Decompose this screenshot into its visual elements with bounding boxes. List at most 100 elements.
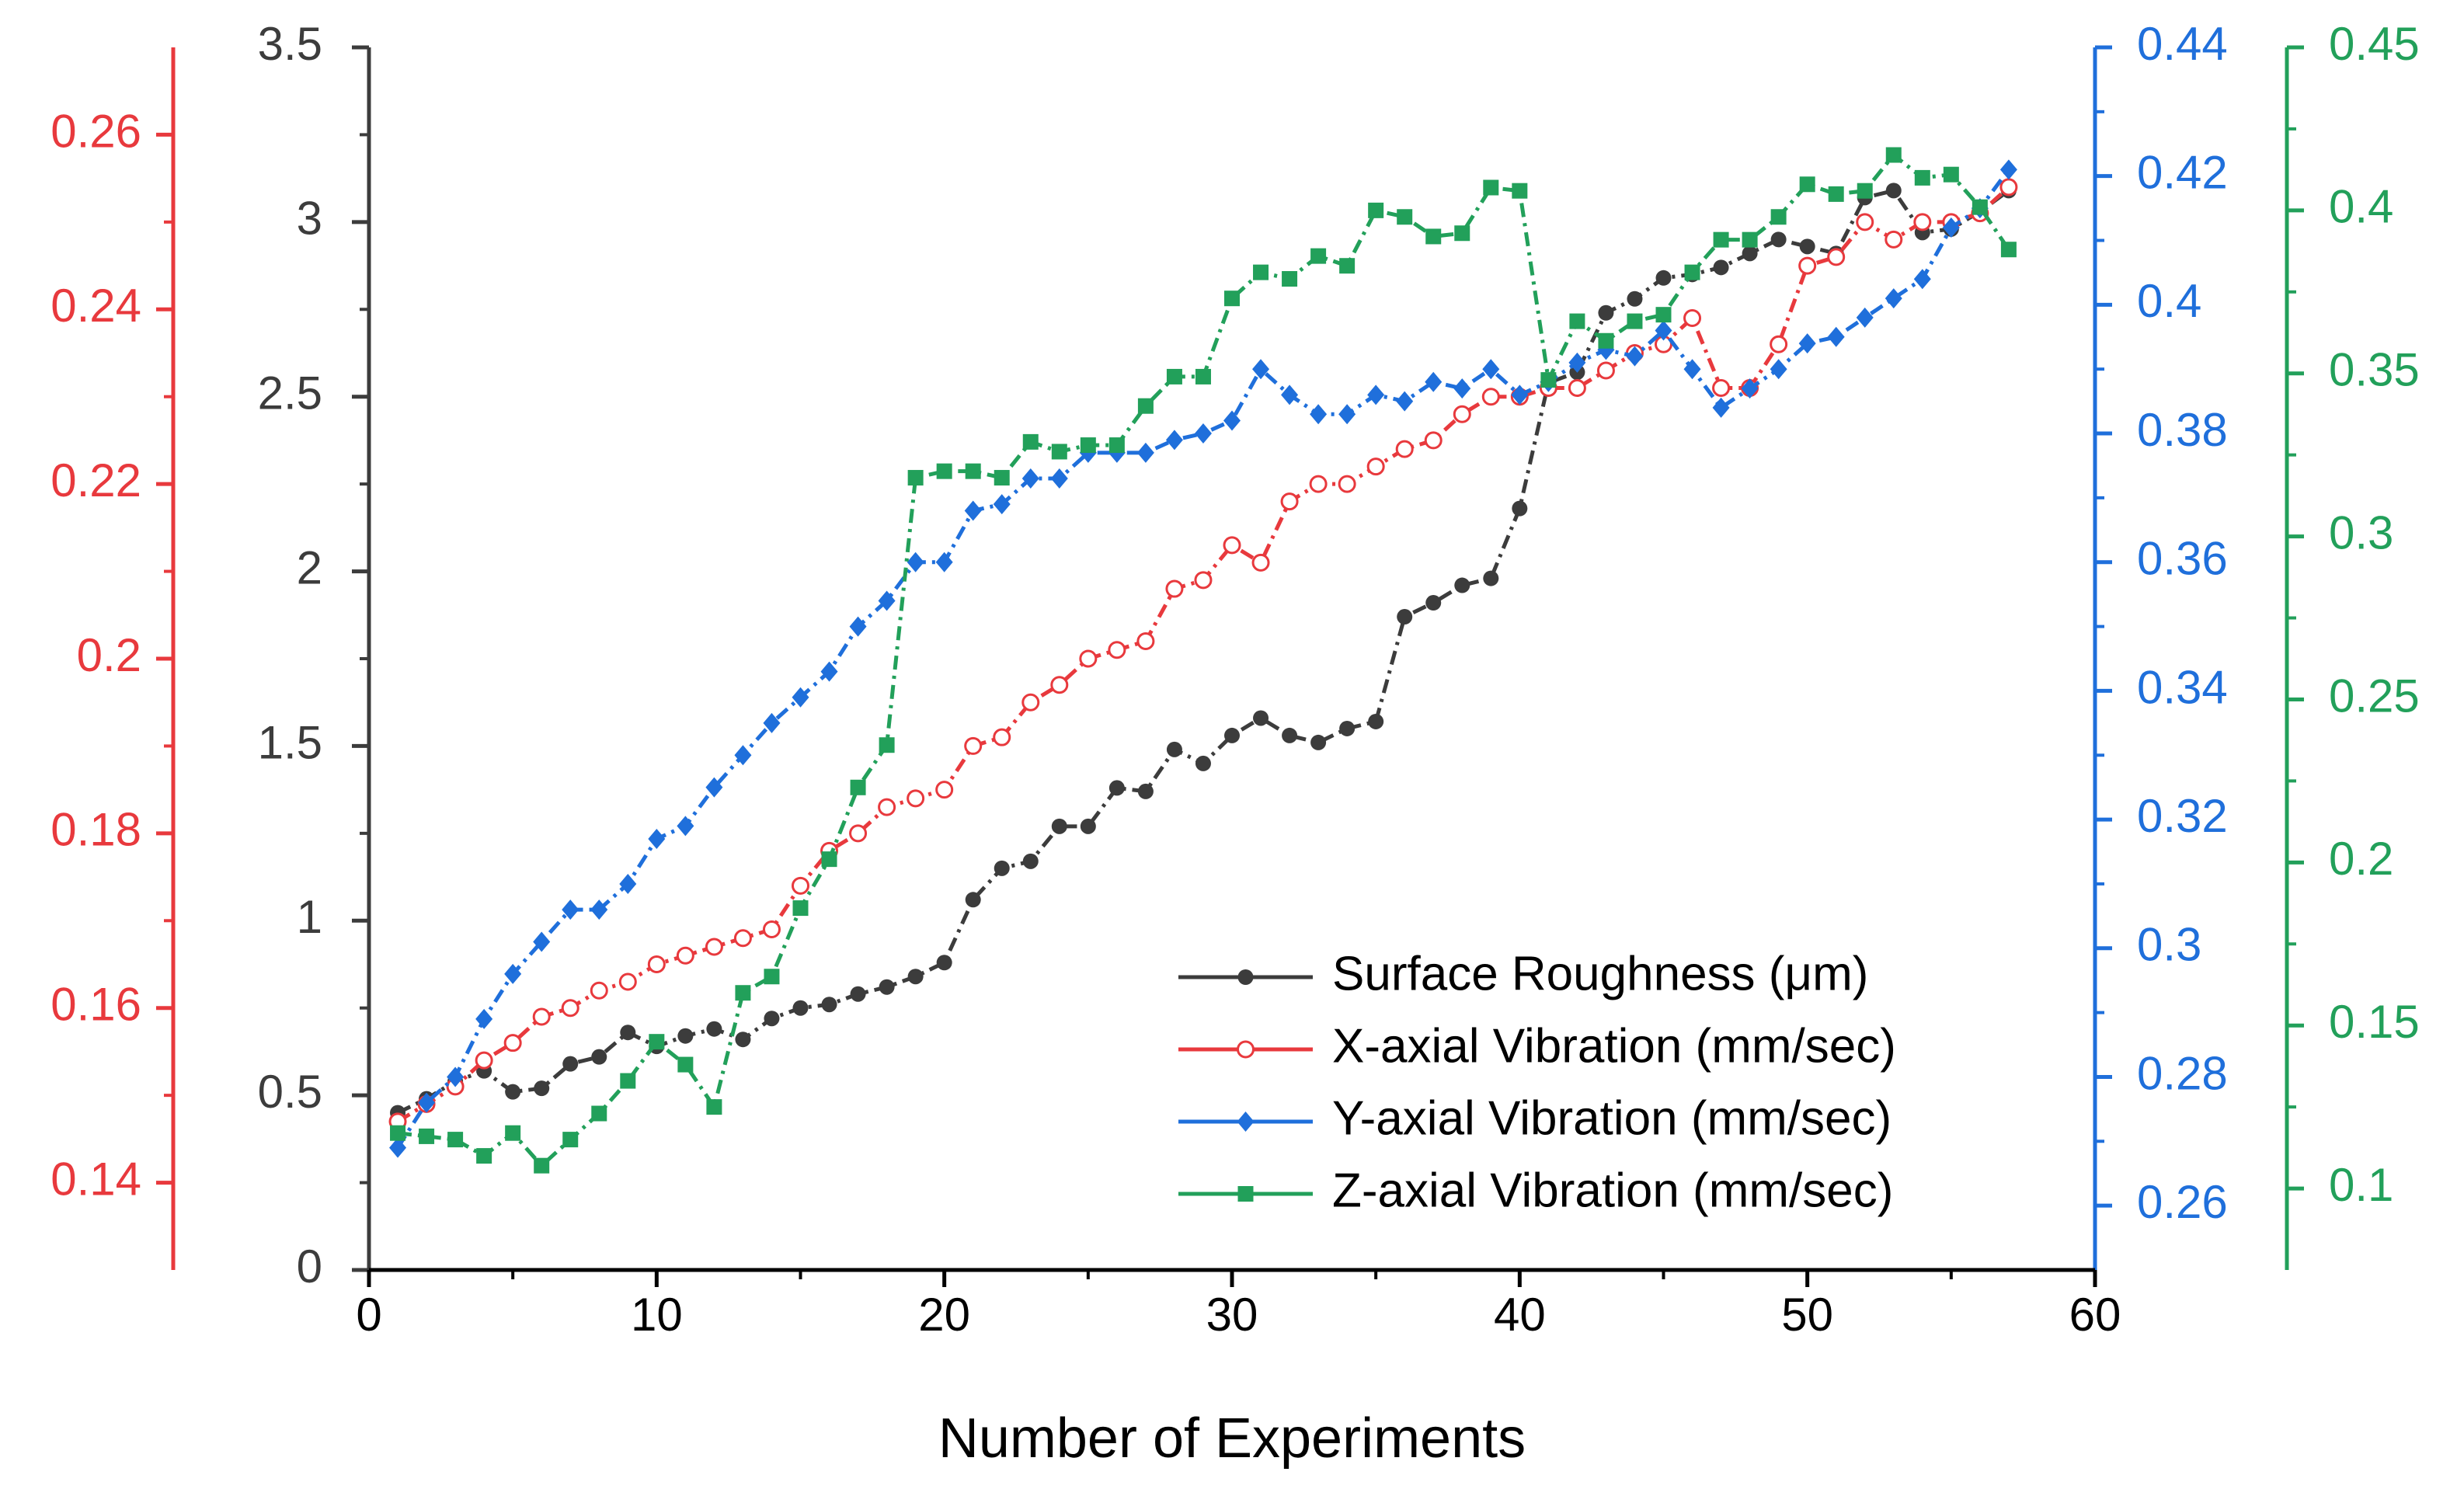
point <box>1309 475 1328 493</box>
point <box>1425 595 1442 611</box>
y-tick-label: 0.16 <box>50 979 141 1031</box>
point <box>965 463 981 479</box>
point <box>1310 734 1327 750</box>
point <box>1770 335 1788 353</box>
point <box>1741 378 1759 399</box>
point <box>735 985 751 1001</box>
point <box>1798 333 1816 354</box>
point <box>792 1000 809 1016</box>
point <box>849 616 867 637</box>
point <box>1713 231 1729 248</box>
point <box>562 1056 579 1072</box>
y-tick-label: 2 <box>297 541 322 593</box>
point <box>1253 264 1269 280</box>
y-tick-label: 0.2 <box>2329 833 2393 885</box>
point <box>1857 183 1873 199</box>
y-tick-label: 0.2 <box>77 629 141 681</box>
point <box>1798 256 1817 275</box>
point <box>647 955 666 973</box>
point <box>964 500 982 521</box>
point <box>1483 570 1499 586</box>
point <box>532 1007 551 1026</box>
point <box>965 892 981 908</box>
point <box>1568 378 1586 397</box>
point <box>590 981 608 1000</box>
point <box>850 779 866 795</box>
point <box>1913 213 1932 231</box>
point <box>936 463 952 479</box>
point <box>1799 238 1815 255</box>
point <box>1627 313 1643 329</box>
point <box>1021 468 1039 489</box>
point <box>534 1157 550 1174</box>
point <box>503 1034 522 1052</box>
point <box>1943 166 1959 183</box>
point <box>1425 371 1443 392</box>
y-tick-label: 0.22 <box>50 454 141 506</box>
point <box>1540 372 1557 388</box>
point <box>1079 649 1098 668</box>
point <box>562 1132 579 1148</box>
point <box>936 955 952 971</box>
x-tick-label: 20 <box>918 1289 970 1341</box>
point <box>1683 309 1702 328</box>
point <box>1080 437 1096 454</box>
point <box>764 969 780 985</box>
point <box>1770 231 1787 248</box>
y-tick-label: 0.38 <box>2137 404 2228 456</box>
point <box>447 1132 464 1148</box>
point <box>994 470 1010 486</box>
point <box>935 551 953 572</box>
point <box>677 1028 694 1044</box>
point <box>1972 199 1988 215</box>
point <box>1136 442 1154 463</box>
point <box>1166 741 1182 757</box>
point <box>1885 147 1902 163</box>
x-tick-label: 10 <box>631 1289 683 1341</box>
point <box>1280 492 1299 511</box>
y-tick-label: 0.45 <box>2329 18 2420 70</box>
point <box>1770 209 1787 225</box>
point <box>590 899 608 920</box>
point <box>907 969 924 985</box>
point <box>677 1056 694 1073</box>
point <box>1424 431 1443 450</box>
point <box>1223 410 1241 431</box>
point <box>390 1125 406 1141</box>
point <box>964 736 983 755</box>
y-tick-label: 0.42 <box>2137 147 2228 199</box>
point <box>419 1128 435 1144</box>
point <box>1999 178 2018 197</box>
point <box>907 470 924 486</box>
y-tick-label: 0 <box>297 1240 322 1293</box>
point <box>1712 378 1731 397</box>
y-tick-label: 0.15 <box>2329 996 2420 1048</box>
point <box>1596 361 1615 380</box>
point <box>534 1080 550 1097</box>
point <box>1051 444 1067 460</box>
point <box>561 999 579 1018</box>
y-tick-label: 0.14 <box>50 1153 141 1205</box>
point <box>1569 313 1585 329</box>
point <box>562 899 579 920</box>
y-tick-label: 0.3 <box>2137 919 2201 971</box>
point <box>1367 384 1385 405</box>
point <box>1310 404 1328 425</box>
point <box>649 1034 665 1050</box>
point <box>821 851 837 868</box>
y-tick-label: 0.44 <box>2137 18 2228 70</box>
point <box>1195 755 1211 771</box>
point <box>1224 727 1240 743</box>
series-line <box>397 152 2010 1169</box>
legend-label: Surface Roughness (μm) <box>1332 947 1868 1000</box>
point <box>505 1125 521 1141</box>
point <box>1512 500 1528 517</box>
point <box>447 1066 465 1087</box>
point <box>1770 359 1787 380</box>
point <box>619 873 637 894</box>
point <box>849 824 868 843</box>
point <box>879 979 895 995</box>
point <box>1310 248 1327 264</box>
